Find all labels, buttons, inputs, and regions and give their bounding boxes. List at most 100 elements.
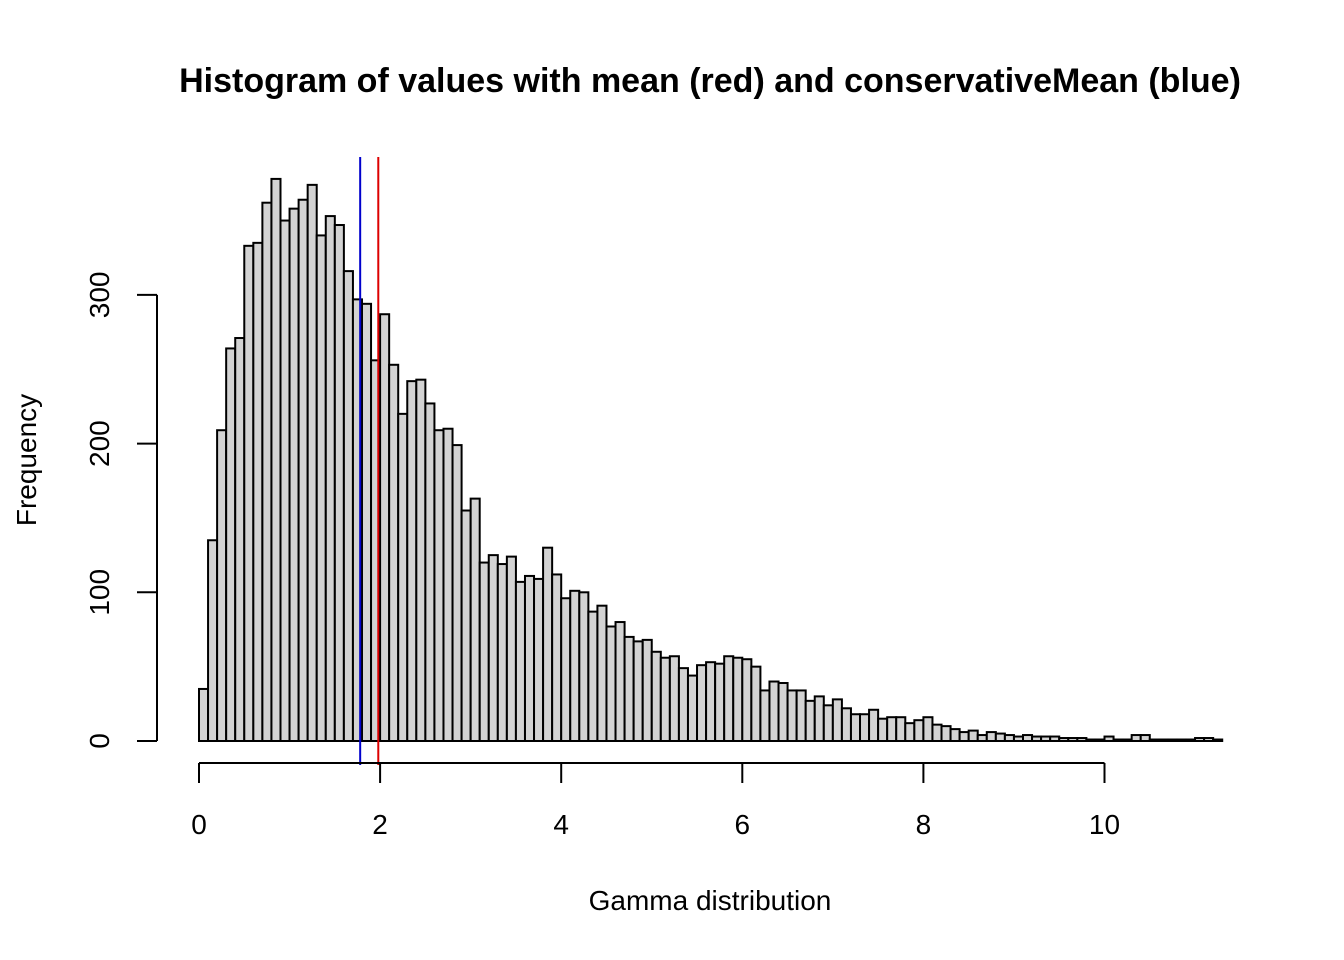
histogram-bar: [451, 444, 463, 742]
histogram-bar: [424, 402, 436, 742]
y-tick-label: 0: [84, 733, 115, 749]
histogram-bar: [994, 732, 1006, 743]
histogram-bar: [1022, 734, 1034, 743]
histogram-bar: [397, 412, 409, 742]
histogram-bar: [569, 589, 581, 742]
histogram-bar: [315, 234, 327, 742]
histogram-bar: [976, 734, 988, 743]
histogram-bar: [804, 699, 816, 743]
histogram-bar: [913, 719, 925, 743]
histogram-bar: [659, 656, 671, 743]
histogram-bar: [1049, 735, 1061, 743]
x-tick-label: 0: [191, 809, 207, 840]
histogram-bar: [198, 687, 210, 743]
histogram-bar: [1085, 738, 1097, 743]
histogram-bar: [478, 561, 490, 742]
histogram-bar: [967, 729, 979, 743]
x-tick-label: 8: [916, 809, 932, 840]
histogram-bar: [732, 656, 744, 743]
histogram-bar: [523, 574, 536, 742]
histogram-bar: [379, 313, 391, 742]
histogram-bar: [342, 270, 354, 742]
histogram-bar: [813, 695, 825, 743]
histogram-bar: [406, 380, 418, 742]
histogram-bar: [1058, 737, 1070, 743]
histogram-bar: [533, 577, 545, 742]
histogram-bar: [741, 658, 753, 743]
histogram-bar: [650, 650, 662, 743]
histogram-bar: [388, 363, 400, 742]
histogram-bar: [288, 207, 300, 743]
histogram-bar: [1112, 738, 1124, 743]
chart-title: Histogram of values with mean (red) and …: [179, 62, 1241, 100]
histogram-bar: [614, 621, 626, 742]
histogram-bar: [686, 674, 699, 743]
histogram-bar: [1103, 735, 1115, 743]
histogram-bar: [1203, 737, 1215, 743]
histogram-bar: [587, 610, 599, 742]
histogram-bar: [1003, 734, 1015, 743]
histogram-bar: [1166, 738, 1178, 743]
histogram-bar: [1040, 735, 1052, 743]
histogram-bar: [958, 731, 970, 743]
histogram-bar: [442, 427, 454, 742]
histogram-bar: [1094, 738, 1106, 743]
x-tick-label: 10: [1089, 809, 1120, 840]
histogram-bar: [886, 716, 898, 743]
histogram-bar: [940, 725, 952, 743]
histogram-bar: [786, 689, 798, 743]
x-tick-label: 6: [735, 809, 751, 840]
histogram-bar: [859, 713, 871, 743]
histogram-bar: [324, 215, 336, 743]
histogram-bar: [279, 219, 291, 743]
histogram-bar: [623, 635, 635, 742]
histogram-bar: [360, 302, 373, 742]
histogram-bar: [1194, 737, 1206, 743]
histogram-bar: [496, 563, 508, 742]
histogram-bar: [1067, 737, 1079, 743]
histogram-bar: [1121, 738, 1133, 743]
histogram-bar: [1076, 737, 1088, 743]
histogram-bar: [261, 201, 273, 742]
histogram-bar: [705, 661, 717, 743]
y-axis-label: Frequency: [11, 394, 42, 526]
histogram-bar: [822, 704, 834, 743]
histogram-bar: [922, 716, 934, 743]
histogram-bar: [216, 429, 228, 742]
histogram-bar: [840, 707, 852, 743]
histogram-bar: [551, 573, 563, 742]
histogram-bar: [849, 713, 862, 743]
histogram-bar: [1184, 738, 1197, 743]
histogram-bar: [795, 689, 807, 743]
histogram-bar: [1212, 738, 1224, 743]
histogram-bar: [868, 708, 880, 743]
histogram-bar: [985, 731, 997, 743]
histogram-bar: [895, 716, 907, 743]
histogram-bar: [505, 555, 517, 742]
histogram-bar: [460, 509, 472, 743]
histogram-bar: [225, 347, 237, 742]
bars-group: [198, 177, 1224, 743]
x-axis: 0 2 4 6 8 10: [191, 762, 1120, 840]
histogram-bar: [415, 378, 427, 742]
histogram-bar: [1157, 738, 1169, 743]
histogram-bar: [777, 682, 789, 743]
histogram-bar: [750, 665, 762, 743]
histogram-bar: [207, 539, 219, 742]
x-tick-label: 2: [372, 809, 388, 840]
histogram-bar: [605, 625, 617, 742]
histogram-bar: [234, 337, 246, 742]
histogram-bar: [677, 667, 689, 743]
histogram-bar: [514, 580, 526, 742]
histogram-bar: [877, 717, 889, 743]
histogram-bar: [542, 546, 554, 742]
histogram-bar: [904, 722, 916, 743]
histogram-bar: [668, 655, 680, 743]
y-tick-label: 300: [84, 272, 115, 319]
histogram-bar: [632, 640, 644, 742]
histogram-bar: [714, 662, 726, 743]
histogram-bar: [1130, 734, 1142, 743]
histogram-bar: [768, 680, 780, 743]
x-axis-label: Gamma distribution: [589, 885, 832, 916]
